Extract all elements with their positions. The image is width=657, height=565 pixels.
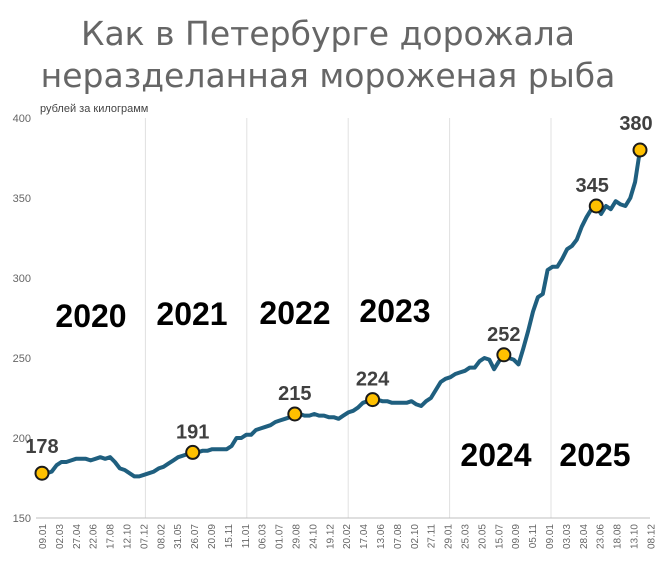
x-tick-label: 19.12 (325, 524, 336, 549)
year-label: 2020 (55, 298, 126, 334)
x-tick-label: 09.01 (545, 524, 556, 549)
x-tick-label: 07.08 (393, 524, 404, 549)
x-tick-label: 20.09 (207, 524, 218, 549)
data-label: 215 (278, 383, 311, 405)
y-tick-label: 300 (13, 273, 31, 285)
x-tick-label: 18.08 (613, 524, 624, 549)
x-tick-label: 15.07 (494, 524, 505, 549)
year-label: 2022 (259, 295, 330, 331)
x-tick-label: 01.07 (275, 524, 286, 549)
x-tick-label: 20.02 (342, 524, 353, 549)
data-label: 252 (487, 324, 520, 346)
y-tick-label: 200 (13, 433, 31, 445)
y-tick-label: 150 (13, 513, 31, 525)
x-tick-label: 31.05 (173, 524, 184, 549)
x-tick-label: 24.10 (308, 524, 319, 549)
x-tick-label: 23.06 (596, 524, 607, 549)
x-tick-label: 15.11 (224, 524, 235, 549)
x-tick-label: 12.10 (123, 524, 134, 549)
x-tick-label: 17.04 (359, 524, 370, 549)
data-point-marker (588, 198, 604, 214)
data-point-marker (632, 142, 648, 158)
x-tick-label: 11.01 (241, 524, 252, 549)
x-tick-label: 09.09 (511, 524, 522, 549)
x-tick-label: 29.01 (444, 524, 455, 549)
year-label: 2025 (559, 437, 630, 473)
x-tick-label: 13.06 (376, 524, 387, 549)
x-tick-label: 05.11 (528, 524, 539, 549)
x-tick-label: 09.01 (38, 524, 49, 549)
x-tick-label: 20.05 (477, 524, 488, 549)
year-label: 2023 (359, 293, 430, 329)
x-tick-label: 02.03 (55, 524, 66, 549)
x-tick-label: 27.04 (72, 524, 83, 549)
data-markers: 178 191 215 224 252 345 380 (25, 113, 653, 481)
y-axis: 150 200 250 300 350 400 (13, 113, 31, 525)
x-tick-label: 17.08 (106, 524, 117, 549)
x-tick-label: 06.03 (258, 524, 269, 549)
y-tick-label: 250 (13, 353, 31, 365)
x-tick-label: 26.07 (190, 524, 201, 549)
x-axis: 09.01 02.03 27.04 22.06 17.08 12.10 07.12 08.02… (38, 524, 657, 549)
data-label: 191 (176, 421, 209, 443)
year-labels: 2020 2021 2022 2023 2024 2025 (55, 293, 630, 473)
data-label: 178 (25, 436, 58, 458)
data-point-marker (34, 465, 50, 481)
x-tick-label: 07.12 (139, 524, 150, 549)
data-point-marker (365, 392, 381, 408)
data-point-marker (185, 444, 201, 460)
unit-label: рублей за килограмм (40, 103, 148, 115)
x-tick-label: 02.10 (410, 524, 421, 549)
x-gridlines (144, 118, 552, 518)
x-tick-label: 03.03 (562, 524, 573, 549)
x-tick-label: 08.12 (646, 524, 657, 549)
data-label: 224 (356, 369, 390, 391)
series-line (40, 148, 642, 479)
x-tick-label: 22.06 (89, 524, 100, 549)
x-tick-label: 08.02 (156, 524, 167, 549)
x-tick-label: 27.11 (427, 524, 438, 549)
data-point-marker (496, 347, 512, 363)
data-label: 380 (619, 113, 652, 135)
x-tick-label: 13.10 (630, 524, 641, 549)
data-point-marker (287, 406, 303, 422)
y-tick-label: 350 (13, 193, 31, 205)
year-label: 2024 (460, 437, 531, 473)
x-tick-label: 28.04 (579, 524, 590, 549)
chart-title-line-2: неразделанная мороженая рыба (41, 56, 616, 95)
chart-title-line-1: Как в Петербурге дорожала (81, 14, 575, 53)
y-tick-label: 400 (13, 113, 31, 125)
year-label: 2021 (156, 296, 227, 332)
x-tick-label: 25.03 (461, 524, 472, 549)
x-tick-label: 29.08 (292, 524, 303, 549)
data-label: 345 (576, 175, 609, 197)
